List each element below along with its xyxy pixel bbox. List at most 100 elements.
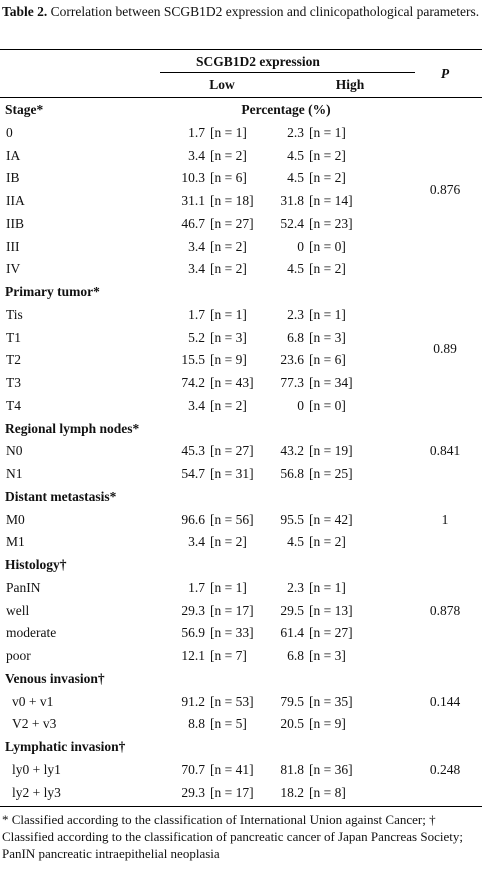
high-count: [n = 6] [309,352,346,368]
row-label: N1 [6,466,23,481]
row-label: ly0 + ly1 [12,761,61,777]
low-percent: 10.3 [181,170,205,186]
low-percent: 15.5 [181,352,205,368]
low-count: [n = 6] [210,170,247,186]
low-percent: 3.4 [188,147,205,163]
high-count: [n = 9] [309,716,346,732]
row-label: PanIN [6,579,41,595]
row-label: N0 [6,443,23,459]
low-header: Low [209,77,235,92]
high-count: [n = 2] [309,170,346,186]
low-count: [n = 1] [210,306,247,322]
section-heading: Distant metastasis* [5,488,117,504]
low-percent: 3.4 [188,534,205,550]
low-percent: 1.7 [188,306,205,322]
low-count: [n = 27] [210,215,254,231]
low-percent: 3.4 [188,238,205,254]
high-percent: 18.2 [280,784,304,800]
row-label: v0 + v1 [12,693,54,709]
high-count: [n = 1] [309,579,346,595]
row-label: 0 [6,124,13,140]
low-percent: 1.7 [188,579,205,595]
high-count: [n = 34] [309,375,353,390]
high-percent: 23.6 [280,352,304,368]
row-label: moderate [6,625,57,641]
high-count: [n = 0] [309,397,346,413]
row-label: V2 + v3 [12,716,57,732]
high-percent: 4.5 [287,261,304,277]
low-count: [n = 17] [210,784,254,800]
bottom-rule [0,806,482,807]
p-value: 0.876 [429,181,461,197]
high-percent: 0 [297,238,304,254]
low-count: [n = 17] [210,602,254,618]
low-count: [n = 2] [210,261,247,277]
row-label: poor [6,648,31,663]
caption-text: Correlation between SCGB1D2 expression a… [50,4,480,19]
row-label: well [6,602,30,618]
high-count: [n = 19] [309,443,353,459]
low-percent: 29.3 [181,784,205,800]
row-label: ly2 + ly3 [12,784,61,800]
caption-label: Table 2. [2,4,48,19]
high-count: [n = 2] [309,534,346,550]
low-percent: 1.7 [188,124,205,140]
row-label: III [6,238,20,254]
low-count: [n = 2] [210,238,247,254]
high-percent: 4.5 [287,147,304,163]
high-count: [n = 13] [309,602,353,618]
high-percent: 77.3 [280,375,304,390]
low-count: [n = 9] [210,352,247,368]
row-label: M0 [6,511,25,527]
high-count: [n = 42] [309,511,353,527]
high-count: [n = 2] [309,147,346,163]
row-label: IV [6,261,21,277]
section-heading: Venous invasion† [5,670,105,686]
row-label: T1 [6,329,21,345]
high-percent: 2.3 [287,306,304,322]
header-rule [0,97,482,98]
low-count: [n = 27] [210,443,254,459]
high-percent: 4.5 [287,534,304,550]
low-count: [n = 3] [210,329,247,345]
high-percent: 0 [297,397,304,413]
row-label: T4 [6,397,21,413]
low-percent: 3.4 [188,261,205,277]
p-value: 0.878 [429,602,461,618]
low-percent: 31.1 [181,193,205,208]
high-count: [n = 25] [309,466,353,481]
section-heading: Histology† [5,557,67,572]
high-count: [n = 35] [309,693,353,709]
high-count: [n = 0] [309,238,346,254]
table-caption: Table 2. Correlation between SCGB1D2 exp… [2,3,480,20]
high-percent: 61.4 [280,625,304,641]
high-percent: 4.5 [287,170,304,186]
low-count: [n = 1] [210,124,247,140]
high-percent: 31.8 [280,193,304,208]
low-count: [n = 2] [210,534,247,550]
high-percent: 52.4 [280,215,304,231]
high-percent: 2.3 [287,124,304,140]
low-percent: 91.2 [181,693,205,709]
high-count: [n = 1] [309,306,346,322]
low-percent: 54.7 [181,466,205,481]
low-count: [n = 53] [210,693,254,709]
low-percent: 29.3 [181,602,205,618]
top-rule [0,49,482,50]
high-count: [n = 8] [309,784,346,800]
low-percent: 70.7 [181,761,205,777]
row-label: M1 [6,534,25,550]
section-heading: Regional lymph nodes* [5,420,140,436]
p-value: 0.89 [433,340,457,356]
low-percent: 46.7 [181,215,205,231]
p-header: P [440,66,450,81]
low-percent: 8.8 [188,716,205,732]
high-count: [n = 1] [309,124,346,140]
low-percent: 45.3 [181,443,205,459]
low-percent: 3.4 [188,397,205,413]
low-count: [n = 41] [210,761,254,777]
row-label: IB [6,170,20,186]
high-percent: 95.5 [280,511,304,527]
section-heading: Primary tumor* [5,284,100,299]
